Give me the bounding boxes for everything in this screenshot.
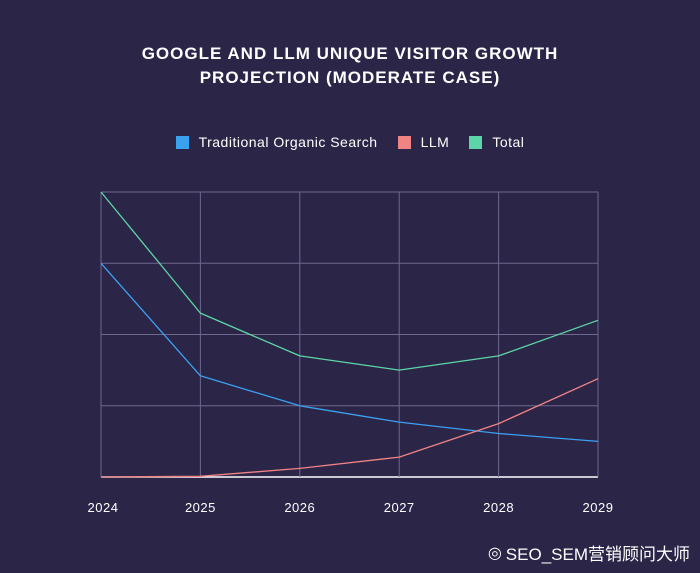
x-tick-label: 2024 [88, 500, 119, 515]
chart-title-line-1: GOOGLE AND LLM UNIQUE VISITOR GROWTH [141, 44, 559, 63]
legend-label-total: Total [492, 134, 525, 150]
x-tick-label: 2028 [483, 500, 514, 515]
legend-item-traditional-organic-search: Traditional Organic Search [175, 134, 378, 150]
legend-label-llm: LLM [420, 134, 450, 150]
chart-legend: Traditional Organic Search LLM Total [0, 134, 700, 150]
x-tick-label: 2029 [583, 500, 614, 515]
x-tick-label: 2025 [185, 500, 216, 515]
legend-swatch-total [469, 135, 483, 149]
x-tick-label: 2027 [384, 500, 415, 515]
legend-item-llm: LLM [397, 134, 450, 150]
legend-swatch-llm [397, 135, 411, 149]
weibo-icon: ◎ [487, 544, 502, 562]
chart-grid [100, 191, 599, 478]
series-line-traditional-organic-search [100, 262, 599, 443]
watermark: ◎ SEO_SEM营销顾问大师 [488, 540, 690, 565]
x-axis-ticks: 2024 2025 2026 2027 2028 2029 [88, 500, 614, 515]
chart-series [100, 192, 599, 478]
series-line-total [100, 192, 599, 371]
watermark-text: SEO_SEM营销顾问大师 [505, 545, 690, 564]
chart-title-line-2: PROJECTION (MODERATE CASE) [199, 68, 501, 87]
series-line-llm [100, 378, 599, 478]
chart-title: GOOGLE AND LLM UNIQUE VISITOR GROWTH PRO… [0, 42, 700, 90]
legend-label-traditional: Traditional Organic Search [198, 134, 378, 150]
legend-item-total: Total [469, 134, 524, 150]
x-tick-label: 2026 [284, 500, 315, 515]
legend-swatch-traditional [175, 135, 189, 149]
